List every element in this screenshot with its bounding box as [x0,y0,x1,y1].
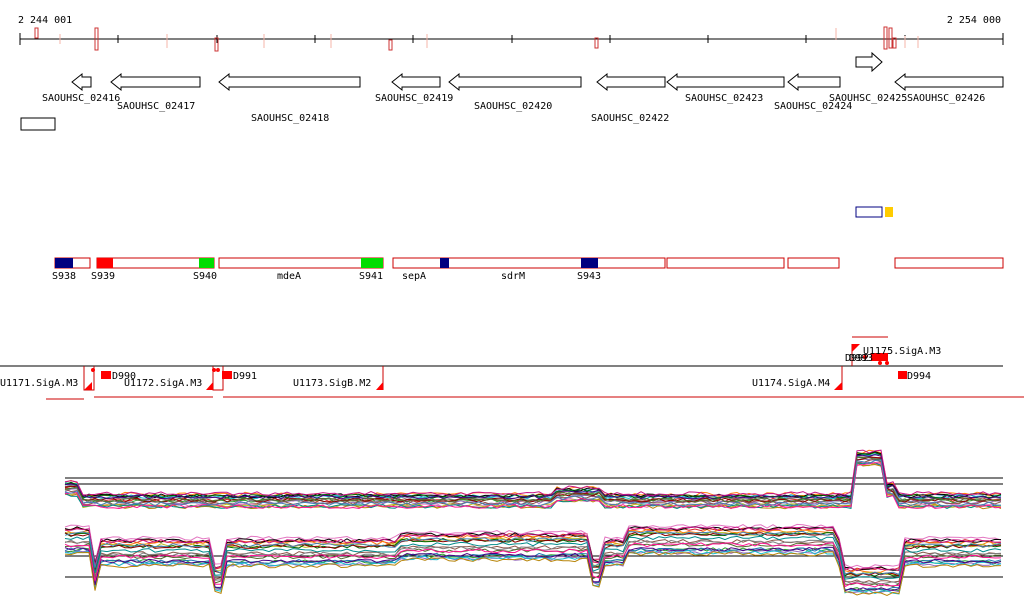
expression-profile-line [64,456,1002,503]
gene-arrow[interactable] [391,72,441,92]
start-coordinate: 2 244 001 [18,15,72,26]
end-coordinate: 2 254 000 [947,15,1001,26]
gene-label: SAOUHSC_02426 [907,93,985,104]
transcript-label: U1175.SigA.M3 [863,346,941,357]
expression-profile-line [64,462,1002,510]
segment-label: mdeA [277,271,301,282]
segment-block[interactable] [218,257,384,269]
expression-profile-line [64,456,1002,503]
expression-profile-line [64,454,1002,500]
segment-label: S939 [91,271,115,282]
segment-marker-navy [581,258,598,268]
expression-profile-line [64,542,1002,588]
gene-arrow[interactable] [894,72,1004,92]
expression-profile-line [64,452,1002,499]
expression-profile-line [64,528,1002,573]
segment-label: S943 [577,271,601,282]
gene-arrow[interactable] [855,51,883,73]
small-marker-boxes [855,206,893,218]
segment-marker-navy [55,258,73,268]
gene-label: SAOUHSC_02423 [685,93,763,104]
gene-label: SAOUHSC_02416 [42,93,120,104]
expression-profile-line [64,451,1002,499]
segment-label: sepA [402,271,426,282]
expression-profile-line [64,542,1002,588]
transcript-label: U1171.SigA.M3 [0,378,78,389]
transcription-unit-track: U1171.SigA.M3 U1172.SigA.M3 U1173.SigB.M… [0,336,1024,400]
gene-label: SAOUHSC_02422 [591,113,669,124]
down-label: D994 [907,371,931,382]
gene-label: SAOUHSC_02417 [117,101,195,112]
gene-box[interactable] [20,117,56,131]
segment-block[interactable] [96,257,215,269]
expression-profile-line [64,551,1002,597]
segment-track: S938 S939 S940 mdeA S941 sepA sdrM S943 [52,257,1004,282]
expression-profile-line [64,526,1002,572]
gene-arrow[interactable] [596,72,666,92]
down-label: D991 [233,371,257,382]
expression-profile-line [64,453,1002,500]
gene-arrow[interactable] [448,72,582,92]
transcript-label: U1174.SigA.M4 [752,378,830,389]
gene-arrow[interactable] [666,72,785,92]
segment-label: S941 [359,271,383,282]
expression-profile-line [64,459,1002,507]
segment-marker-red [97,258,113,268]
coordinate-ruler: 2 244 001 2 254 000 [18,15,1004,52]
down-label: D990 [112,371,136,382]
gene-label: SAOUHSC_02424 [774,101,852,112]
expression-profile-line [64,530,1002,576]
gene-arrow[interactable] [71,72,92,92]
down-label: D992 [845,353,869,364]
expression-profile-line [64,523,1002,569]
expression-profile-track [64,449,1003,510]
gene-arrow[interactable] [110,72,201,92]
expression-profile-line [64,449,1002,496]
gene-label: SAOUHSC_02418 [251,113,329,124]
segment-marker-green [199,258,214,268]
segment-block[interactable] [894,257,1004,269]
expression-profile-line [64,535,1002,581]
gene-arrow[interactable] [218,72,361,92]
segment-label: S938 [52,271,76,282]
down-label: D993 [849,353,873,364]
gene-label: SAOUHSC_02425 [829,93,907,104]
segment-label: S940 [193,271,217,282]
expression-profile-line [64,458,1002,506]
segment-block[interactable] [787,257,840,269]
segment-block[interactable] [392,257,666,269]
gene-label: SAOUHSC_02420 [474,101,552,112]
gene-label: SAOUHSC_02419 [375,93,453,104]
gene-annotation-track: SAOUHSC_02416 SAOUHSC_02417 SAOUHSC_0241… [20,51,1004,131]
expression-profile-line [64,462,1002,510]
segment-marker-green [361,258,383,268]
gene-arrow[interactable] [787,72,841,92]
segment-label: sdrM [501,271,525,282]
transcript-label: U1172.SigA.M3 [124,378,202,389]
segment-marker-navy [440,258,449,268]
expression-profile-track [64,523,1003,597]
segment-block[interactable] [666,257,785,269]
transcript-label: U1173.SigB.M2 [293,378,371,389]
